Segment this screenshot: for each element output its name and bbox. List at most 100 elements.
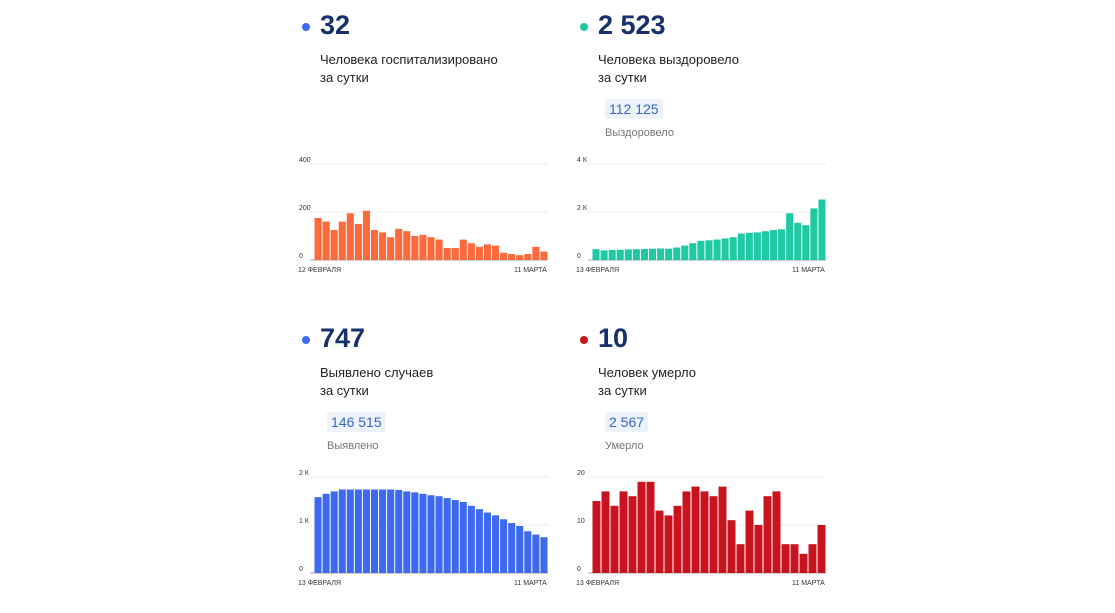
- bar: [713, 239, 721, 260]
- x-end-label: 11 МАРТА: [792, 580, 825, 587]
- bar: [592, 501, 601, 573]
- bar: [745, 232, 753, 260]
- bar: [338, 489, 346, 573]
- bar: [697, 240, 705, 260]
- bar: [601, 491, 610, 573]
- bar: [640, 248, 648, 260]
- bar: [467, 243, 475, 260]
- bar: [387, 489, 395, 573]
- bar: [754, 525, 763, 573]
- bar: [370, 489, 379, 573]
- cases-total: 146 515: [327, 412, 386, 432]
- bar: [628, 496, 637, 573]
- bar: [737, 233, 745, 260]
- y-tick-label: 20: [577, 470, 585, 477]
- bar: [608, 249, 616, 260]
- cases-dot-icon: [302, 336, 310, 344]
- bar: [322, 493, 330, 573]
- bar: [387, 237, 395, 260]
- bar: [655, 510, 664, 573]
- bar: [314, 218, 322, 260]
- bar: [395, 489, 403, 573]
- bar: [745, 510, 754, 573]
- y-tick-label: 4 К: [577, 157, 588, 164]
- bar: [322, 221, 330, 260]
- bar: [483, 512, 492, 573]
- bar: [354, 489, 362, 573]
- x-start-label: 13 ФЕВРАЛЯ: [576, 267, 619, 274]
- bar: [411, 236, 419, 260]
- bar: [500, 252, 508, 260]
- bar: [492, 245, 500, 260]
- x-start-label: 12 ФЕВРАЛЯ: [298, 267, 341, 274]
- bar: [330, 491, 338, 573]
- deaths-chart: 0 10 20 13 ФЕВРАЛЯ 11 МАРТА: [576, 470, 826, 587]
- bar: [790, 544, 799, 573]
- bar: [761, 231, 770, 260]
- bar: [508, 523, 516, 573]
- bar: [403, 491, 411, 573]
- bar: [637, 481, 646, 573]
- bar: [524, 254, 532, 260]
- bar: [610, 505, 619, 573]
- deaths-total-label: Умерло: [605, 440, 644, 452]
- y-tick-label: 2 К: [577, 205, 588, 212]
- bar: [729, 237, 737, 260]
- recovered-panel: 2 523 Человека выздоровело за сутки 112 …: [576, 10, 838, 300]
- cases-count: 747: [320, 323, 366, 353]
- y-tick-label: 0: [299, 566, 303, 573]
- bar: [736, 544, 745, 573]
- bar: [475, 246, 483, 260]
- deaths-label: Человек умерло за сутки: [598, 365, 696, 398]
- bar: [475, 509, 483, 573]
- bar: [500, 519, 508, 573]
- bar: [818, 199, 826, 260]
- bar: [664, 515, 673, 573]
- hospitalized-count: 32: [320, 10, 351, 40]
- y-tick-label: 1 К: [299, 518, 310, 525]
- bar: [467, 505, 475, 573]
- bar: [516, 255, 524, 260]
- bar: [646, 481, 655, 573]
- y-tick-label: 200: [299, 205, 311, 212]
- bar: [763, 496, 772, 573]
- y-tick-label: 400: [299, 157, 311, 164]
- bar: [451, 248, 459, 260]
- bar: [786, 213, 794, 260]
- y-tick-label: 10: [577, 518, 585, 525]
- x-end-label: 11 МАРТА: [792, 267, 825, 274]
- bar: [403, 231, 411, 260]
- y-tick-label: 0: [577, 253, 581, 260]
- bar: [624, 249, 632, 260]
- bar: [753, 232, 761, 260]
- x-start-label: 13 ФЕВРАЛЯ: [576, 580, 619, 587]
- bar: [532, 246, 540, 260]
- bar: [705, 240, 713, 260]
- bar: [781, 544, 790, 573]
- bar: [362, 489, 370, 573]
- bar: [354, 224, 362, 260]
- bar: [802, 225, 810, 260]
- bar: [516, 525, 524, 573]
- deaths-panel: 10 Человек умерло за сутки 2 567 Умерло …: [576, 323, 838, 613]
- bar: [330, 230, 338, 260]
- deaths-dot-icon: [580, 336, 588, 344]
- y-tick-label: 0: [299, 253, 303, 260]
- bar: [616, 249, 624, 260]
- bar: [379, 232, 387, 260]
- recovered-total: 112 125: [605, 99, 663, 119]
- bar: [435, 496, 443, 573]
- recovered-label: Человека выздоровело за сутки: [598, 52, 739, 85]
- hospitalized-label: Человека госпитализировано за сутки: [320, 52, 498, 85]
- bar: [362, 210, 370, 260]
- bar: [411, 492, 419, 573]
- bar: [451, 500, 459, 573]
- bar: [379, 489, 387, 573]
- recovered-dot-icon: [580, 23, 588, 31]
- bar: [648, 248, 657, 260]
- bar: [492, 515, 500, 573]
- bar: [346, 489, 354, 573]
- cases-panel: 747 Выявлено случаев за сутки 146 515 Вы…: [298, 323, 560, 613]
- bar: [665, 248, 673, 260]
- bar: [727, 520, 736, 573]
